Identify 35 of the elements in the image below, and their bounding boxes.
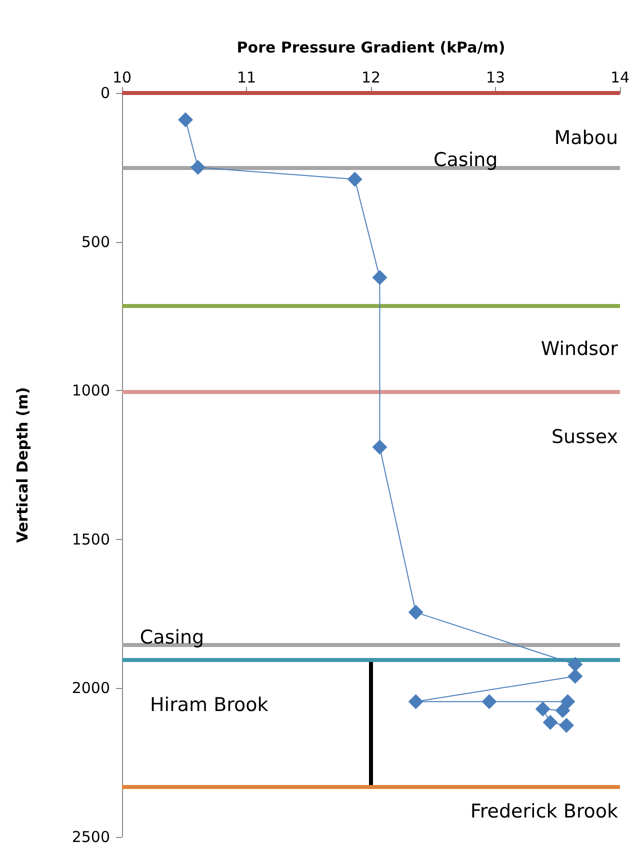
y-tick-label: 1000 — [72, 382, 110, 400]
x-tick-label: 13 — [486, 68, 506, 86]
point — [408, 694, 424, 710]
point — [347, 172, 362, 187]
point — [568, 668, 583, 684]
ref-line-label: Sussex — [552, 426, 618, 448]
point — [555, 703, 570, 718]
x-tick-label: 11 — [236, 68, 256, 86]
point — [568, 656, 583, 672]
point — [560, 694, 576, 710]
point — [408, 604, 424, 620]
point — [190, 160, 206, 175]
y-tick-label: 2500 — [72, 828, 110, 846]
point — [535, 702, 550, 717]
point — [542, 714, 558, 730]
point — [178, 112, 193, 128]
x-axis-title: Pore Pressure Gradient (kPa/m) — [236, 38, 506, 56]
ref-line-label: Windsor — [540, 338, 618, 360]
ref-line-label: Casing — [434, 148, 498, 171]
x-tick-label: 14 — [610, 68, 630, 86]
y-axis-title: Vertical Depth (m) — [14, 387, 32, 543]
point — [482, 694, 497, 710]
x-tick-label: 12 — [361, 68, 381, 86]
point — [372, 270, 388, 286]
ref-line-label: Mabou — [554, 127, 618, 149]
x-tick-label: 10 — [112, 68, 132, 86]
point — [372, 440, 388, 455]
point — [558, 718, 574, 733]
y-tick-label: 500 — [81, 232, 110, 251]
y-tick-label: 2000 — [72, 679, 110, 698]
y-tick-label: 1500 — [72, 530, 110, 548]
y-tick-label: 0 — [100, 84, 110, 102]
ref-line-label: Frederick Brook — [470, 800, 618, 823]
ref-line-label: Casing — [140, 626, 204, 649]
ref-line-label: Hiram Brook — [150, 694, 268, 716]
